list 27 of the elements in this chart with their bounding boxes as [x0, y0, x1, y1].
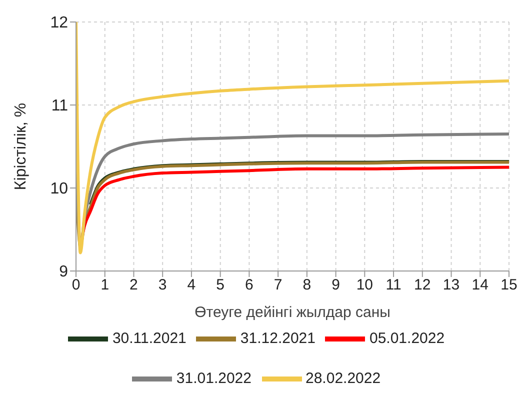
x-tick-label: 10	[356, 276, 374, 294]
x-tick-label: 7	[274, 276, 282, 294]
x-tick-label: 5	[216, 276, 225, 294]
x-tick-label: 1	[100, 276, 110, 294]
legend-label: 05.01.2022	[369, 330, 445, 347]
y-tick-label: 9	[59, 264, 68, 281]
x-tick-label: 9	[332, 276, 340, 294]
legend-label: 28.02.2022	[306, 370, 381, 387]
x-tick-label: 6	[245, 276, 254, 294]
x-tick-label: 8	[302, 276, 312, 294]
x-tick-label: 11	[386, 276, 402, 294]
x-tick-label: 4	[187, 276, 196, 294]
x-tick-label: 14	[472, 276, 488, 294]
y-tick-label: 11	[51, 98, 68, 115]
y-tick-label: 10	[50, 180, 68, 198]
y-axis-title: Кірістілік, %	[12, 102, 30, 190]
x-tick-label: 15	[500, 276, 518, 294]
x-tick-label: 2	[130, 276, 138, 294]
legend-label: 30.11.2021	[112, 330, 186, 347]
x-tick-label: 0	[72, 276, 80, 294]
legend-label: 31.01.2022	[176, 370, 252, 387]
legend-label: 31.12.2021	[240, 330, 316, 347]
x-tick-label: 12	[414, 276, 431, 294]
x-tick-label: 3	[158, 276, 167, 294]
x-axis-title: Өтеуге дейінгі жылдар саны	[194, 304, 390, 321]
y-tick-label: 12	[50, 14, 68, 32]
x-tick-label: 13	[442, 276, 460, 294]
